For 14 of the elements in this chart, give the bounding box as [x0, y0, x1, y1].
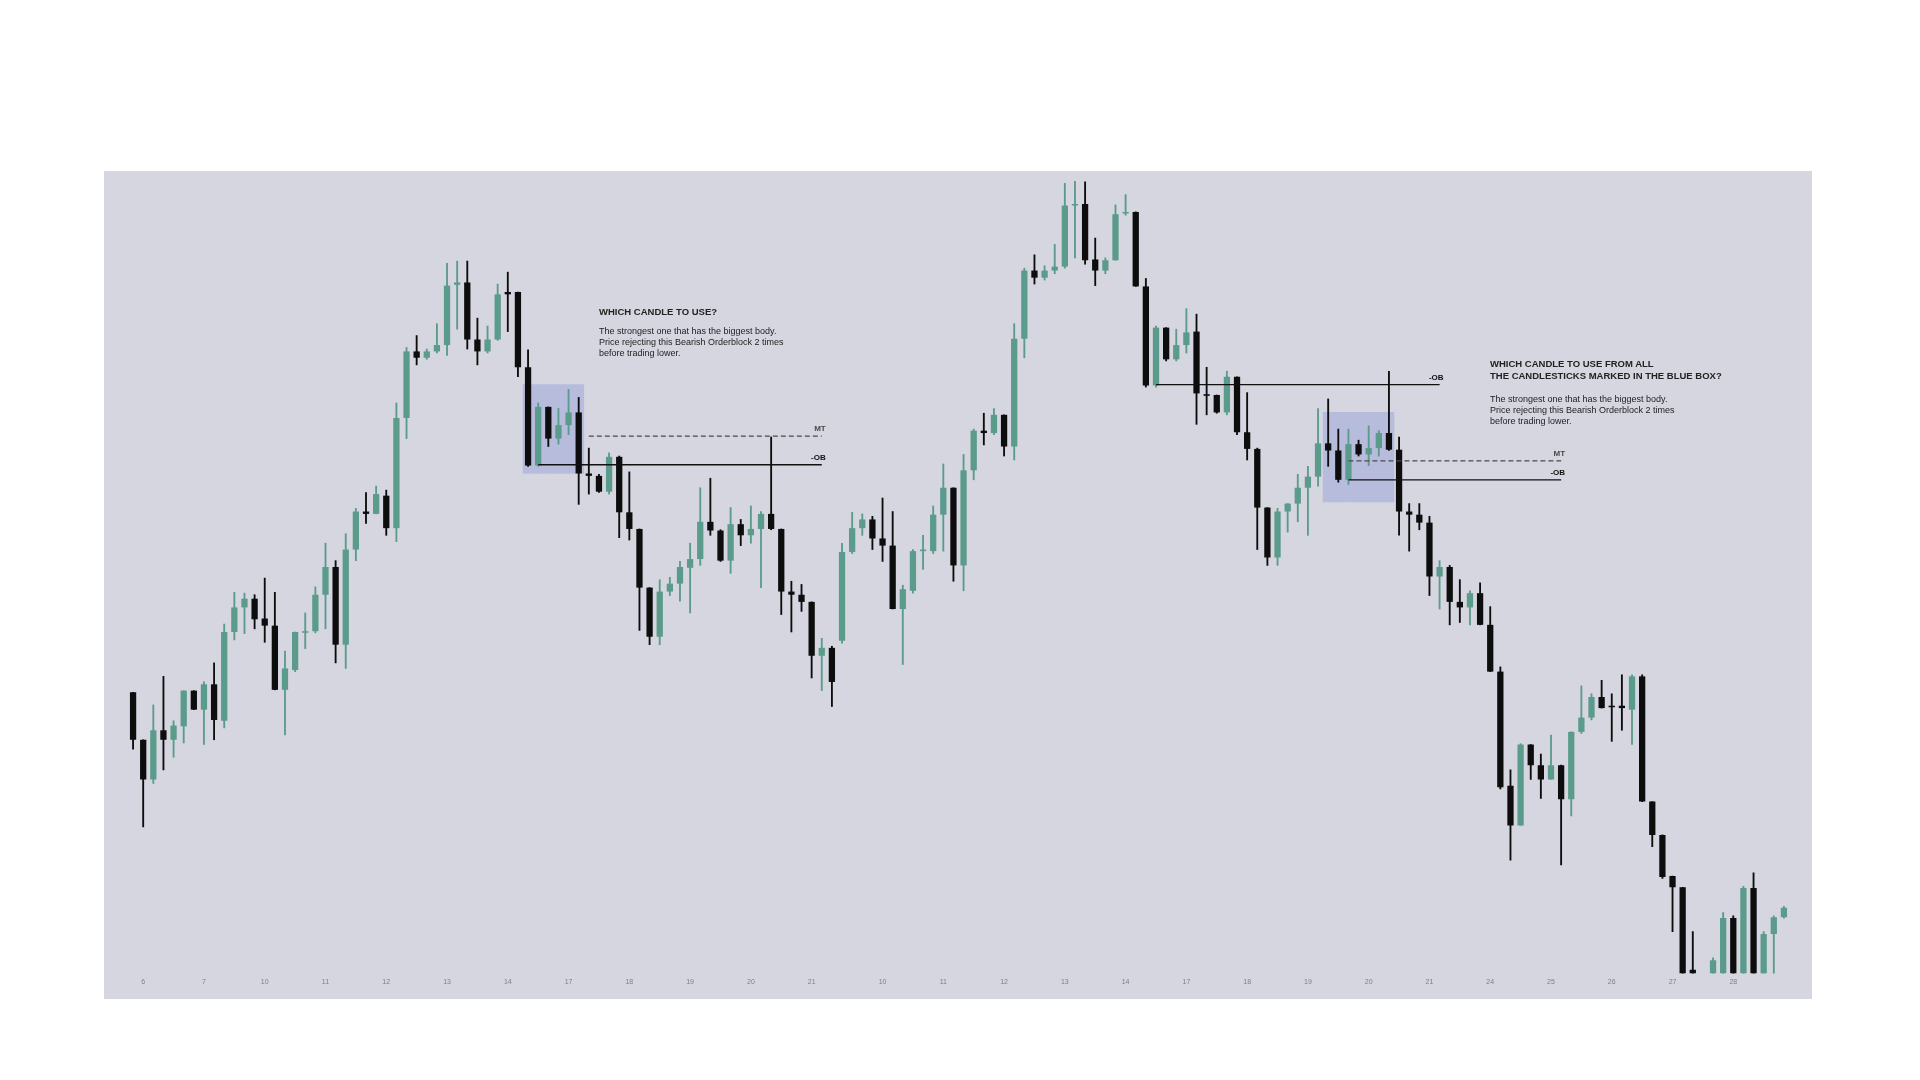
series-label: MT: [814, 424, 826, 434]
series-label: -OB: [811, 452, 826, 462]
annotation: THE CANDLESTICKS MARKED IN THE BLUE BOX?: [1490, 369, 1722, 381]
annotation: WHICH CANDLE TO USE FROM ALL: [1490, 357, 1654, 369]
annotation: Price rejecting this Bearish Orderblock 2 times: [599, 337, 785, 348]
series-label: -OB: [1550, 468, 1566, 478]
annotation: The strongest one that has the biggest body.: [599, 326, 777, 337]
annotation: Price rejecting this Bearish Orderblock 2 times: [1490, 405, 1676, 416]
annotation: WHICH CANDLE TO USE?: [599, 305, 718, 317]
series-label: -OB: [1428, 372, 1444, 382]
annotation: before trading lower.: [1490, 416, 1572, 427]
series-label: MT: [1553, 448, 1566, 458]
annotation: before trading lower.: [599, 348, 681, 359]
annotation: The strongest one that has the biggest body.: [1490, 394, 1668, 405]
